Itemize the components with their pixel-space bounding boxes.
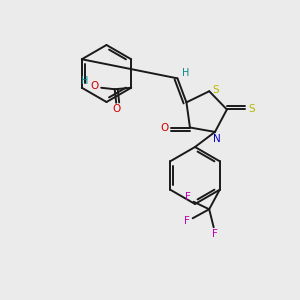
Text: H: H	[182, 68, 190, 78]
Text: S: S	[249, 104, 255, 115]
Text: F: F	[184, 216, 190, 226]
Text: H: H	[81, 76, 88, 86]
Text: N: N	[213, 134, 220, 143]
Text: F: F	[212, 229, 218, 239]
Text: O: O	[91, 81, 99, 91]
Text: O: O	[160, 122, 169, 133]
Text: S: S	[212, 85, 219, 95]
Text: O: O	[112, 104, 120, 114]
Text: F: F	[185, 192, 191, 202]
